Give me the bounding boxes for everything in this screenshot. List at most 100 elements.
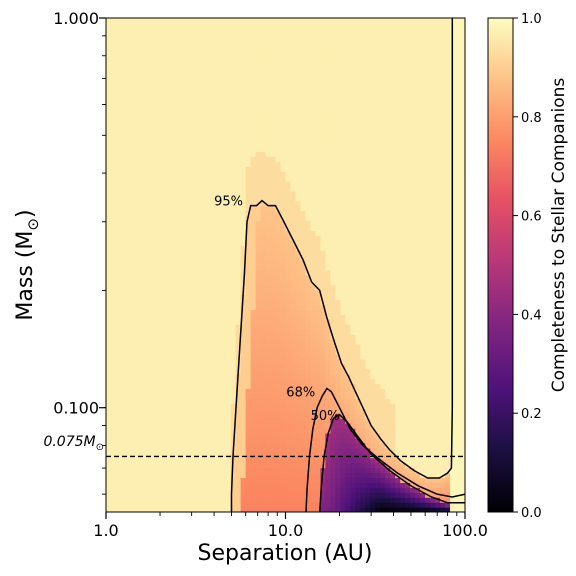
heatmap-cell xyxy=(405,437,411,444)
heatmap-cell xyxy=(175,442,182,449)
heatmap-cell xyxy=(430,309,436,315)
heatmap-cell xyxy=(295,497,302,503)
heatmap-cell xyxy=(370,432,376,439)
heatmap-cell xyxy=(300,447,307,454)
heatmap-cell xyxy=(110,225,117,232)
heatmap-cell xyxy=(106,462,112,469)
heatmap-cell xyxy=(160,462,167,469)
heatmap-cell xyxy=(370,373,376,380)
heatmap-cell xyxy=(275,304,282,311)
heatmap-cell xyxy=(245,250,252,256)
heatmap-cell xyxy=(240,403,247,409)
heatmap-cell xyxy=(125,507,132,512)
heatmap-cell xyxy=(205,334,212,340)
heatmap-cell xyxy=(395,497,401,503)
heatmap-cell xyxy=(305,363,312,370)
heatmap-cell xyxy=(260,176,267,182)
heatmap-cell xyxy=(420,181,426,187)
heatmap-cell xyxy=(210,487,217,493)
heatmap-cell xyxy=(260,210,267,217)
heatmap-cell xyxy=(130,368,137,375)
heatmap-cell xyxy=(190,230,197,236)
heatmap-cell xyxy=(455,373,461,380)
heatmap-cell xyxy=(140,294,147,301)
heatmap-cell xyxy=(395,353,401,360)
heatmap-cell xyxy=(425,200,431,207)
heatmap-cell xyxy=(115,418,122,424)
heatmap-cell xyxy=(240,447,247,454)
heatmap-cell xyxy=(405,294,411,301)
heatmap-cell xyxy=(265,235,272,241)
heatmap-cell xyxy=(275,195,282,202)
heatmap-cell xyxy=(170,195,177,202)
heatmap-cell xyxy=(385,378,391,385)
heatmap-cell xyxy=(330,428,336,434)
heatmap-cell xyxy=(260,225,267,232)
heatmap-cell xyxy=(410,428,416,434)
heatmap-cell xyxy=(190,368,197,375)
heatmap-cell xyxy=(320,289,326,296)
heatmap-cell xyxy=(180,482,187,488)
heatmap-cell xyxy=(220,477,227,483)
heatmap-cell xyxy=(295,250,302,256)
heatmap-cell xyxy=(270,181,277,187)
heatmap-cell xyxy=(355,408,361,414)
heatmap-cell xyxy=(260,482,267,488)
heatmap-cell xyxy=(400,319,406,325)
heatmap-cell xyxy=(285,383,292,390)
heatmap-cell xyxy=(155,176,162,182)
heatmap-cell xyxy=(230,403,237,409)
heatmap-cell xyxy=(275,348,282,355)
heatmap-cell xyxy=(205,462,212,469)
heatmap-cell xyxy=(410,339,416,345)
heatmap-cell xyxy=(400,210,406,217)
heatmap-cell xyxy=(435,220,441,227)
heatmap-cell xyxy=(155,181,162,187)
heatmap-cell xyxy=(460,274,465,281)
heatmap-cell xyxy=(180,339,187,345)
heatmap-cell xyxy=(305,497,312,503)
heatmap-cell xyxy=(120,230,127,236)
heatmap-cell xyxy=(250,235,257,241)
heatmap-cell xyxy=(235,418,242,424)
heatmap-cell xyxy=(160,181,167,187)
heatmap-cell xyxy=(275,255,282,261)
heatmap-cell xyxy=(360,210,366,217)
heatmap-cell xyxy=(135,477,142,483)
heatmap-cell xyxy=(240,324,247,330)
heatmap-cell xyxy=(375,260,381,266)
heatmap-cell xyxy=(175,467,182,474)
heatmap-cell xyxy=(215,457,222,464)
heatmap-cell xyxy=(120,329,127,335)
heatmap-cell xyxy=(430,393,436,399)
heatmap-cell xyxy=(245,195,252,202)
heatmap-cell xyxy=(420,319,426,325)
heatmap-cell xyxy=(420,220,426,227)
heatmap-cell xyxy=(170,225,177,232)
heatmap-cell xyxy=(125,472,132,479)
heatmap-cell xyxy=(115,205,122,212)
heatmap-cell xyxy=(380,260,386,266)
heatmap-cell xyxy=(445,482,451,488)
heatmap-cell xyxy=(430,482,436,488)
heatmap-cell xyxy=(255,289,262,296)
heatmap-cell xyxy=(140,423,147,429)
heatmap-cell xyxy=(345,487,351,493)
heatmap-cell xyxy=(205,418,212,424)
heatmap-cell xyxy=(150,363,157,370)
heatmap-cell xyxy=(135,274,142,281)
heatmap-cell xyxy=(310,284,317,291)
heatmap-cell xyxy=(410,240,416,246)
heatmap-cell xyxy=(255,388,262,395)
heatmap-cell xyxy=(380,472,386,479)
heatmap-cell xyxy=(335,230,341,236)
heatmap-cell xyxy=(375,428,381,434)
heatmap-cell xyxy=(135,279,142,286)
heatmap-cell xyxy=(275,452,282,459)
heatmap-cell xyxy=(110,220,117,227)
heatmap-cell xyxy=(380,457,386,464)
heatmap-cell xyxy=(400,215,406,222)
heatmap-cell xyxy=(120,324,127,330)
heatmap-cell xyxy=(440,437,446,444)
heatmap-cell xyxy=(250,383,257,390)
